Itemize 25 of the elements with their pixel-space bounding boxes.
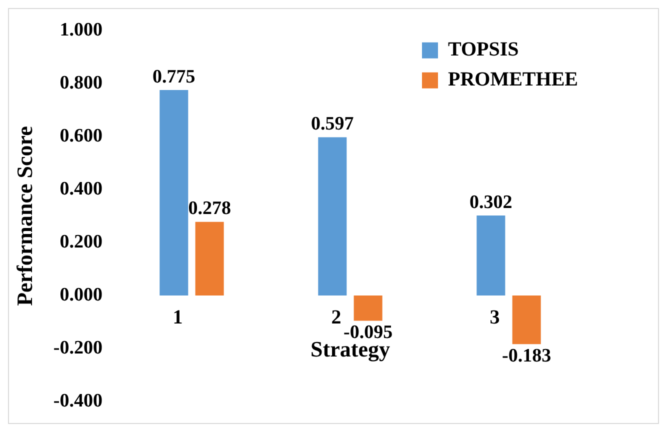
y-tick-label: -0.200 — [53, 337, 102, 358]
y-tick-label: 0.200 — [60, 231, 102, 252]
bar — [512, 296, 541, 344]
y-tick-label: 1.000 — [60, 19, 102, 40]
data-label: -0.095 — [344, 322, 393, 344]
bar — [318, 137, 347, 296]
bar — [354, 296, 382, 321]
bar — [160, 90, 188, 296]
y-tick-label: 0.400 — [60, 178, 102, 200]
y-tick-label: 0.000 — [60, 284, 102, 306]
y-tick-label: -0.400 — [53, 390, 102, 412]
y-tick-label: 0.600 — [60, 125, 102, 146]
data-label: 0.278 — [188, 198, 231, 220]
bar — [476, 215, 506, 296]
bar — [195, 222, 224, 296]
x-tick-label: 3 — [490, 306, 500, 329]
x-tick-label: 1 — [172, 306, 183, 329]
data-label: -0.183 — [502, 345, 552, 366]
y-axis-title: Performance Score — [12, 126, 37, 306]
data-label: 0.597 — [311, 114, 354, 135]
y-tick-label: 0.800 — [60, 72, 102, 94]
x-tick-label: 2 — [331, 306, 342, 329]
data-label: 0.775 — [152, 66, 196, 88]
legend-label: TOPSIS — [448, 38, 519, 61]
legend-label: PROMETHEE — [448, 68, 578, 91]
